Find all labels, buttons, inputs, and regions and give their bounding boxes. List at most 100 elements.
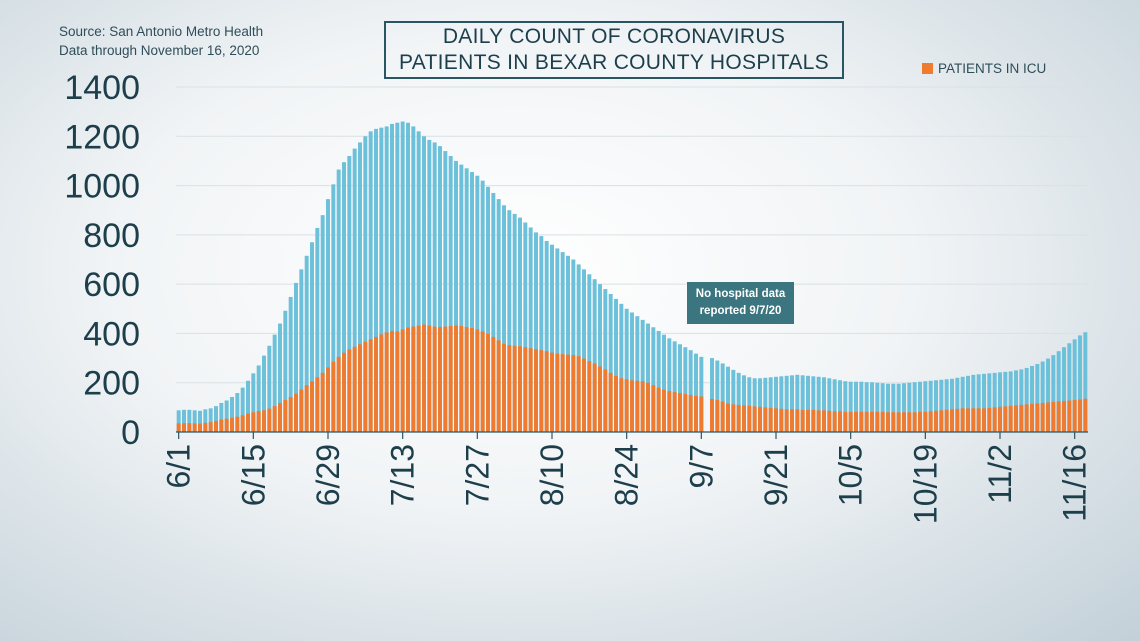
bar-icu (208, 422, 213, 432)
bar-total (587, 274, 592, 432)
bar-total (315, 227, 320, 432)
bar-total (614, 298, 618, 432)
bar-icu (1056, 401, 1061, 432)
x-tick-label: 7/13 (385, 444, 421, 506)
bar-total (304, 255, 309, 432)
bar-icu (336, 356, 341, 432)
bar-total (219, 402, 224, 432)
bar-icu (742, 405, 746, 432)
bar-icu (315, 377, 320, 432)
chart-title: DAILY COUNT OF CORONAVIRUS PATIENTS IN B… (384, 21, 844, 79)
bar-icu (630, 380, 634, 432)
bar-icu (694, 396, 698, 432)
bar-total (251, 373, 256, 432)
bar-total (640, 319, 645, 433)
bar-total (662, 334, 666, 432)
bar-total (966, 375, 970, 432)
source-note: Source: San Antonio Metro Health Data th… (59, 22, 263, 60)
bar-total (955, 377, 960, 432)
bar-total (603, 289, 608, 432)
bar-total (230, 397, 234, 432)
bar-icu (278, 402, 282, 432)
y-tick-label: 1400 (64, 69, 140, 107)
bar-icu (491, 336, 496, 432)
bar-icu (1014, 405, 1018, 432)
bar-icu (342, 352, 346, 432)
y-tick-label: 0 (121, 414, 140, 452)
bar-total (576, 264, 581, 432)
bar-icu (219, 419, 224, 432)
bar-total (534, 232, 538, 432)
bar-total (491, 192, 496, 432)
bar-total (294, 282, 298, 432)
bar-total (678, 344, 682, 432)
bar-total (694, 353, 698, 432)
bar-icu (555, 353, 560, 432)
bar-icu (672, 392, 677, 432)
bar-icu (464, 327, 469, 432)
bar-icu (539, 350, 544, 432)
bar-total (795, 374, 800, 432)
bar-icu (944, 409, 949, 432)
bar-icu (438, 327, 442, 432)
bar-icu (246, 413, 250, 432)
bar-icu (790, 409, 794, 432)
bar-total (950, 378, 954, 432)
bar-icu (608, 372, 613, 432)
bar-icu (176, 423, 181, 433)
bar-total (342, 162, 346, 432)
bar-icu (859, 411, 864, 432)
bar-icu (710, 398, 714, 432)
bar-icu (640, 381, 645, 432)
bar-total (976, 374, 981, 432)
bar-total (875, 382, 880, 432)
bar-total (864, 382, 869, 432)
bar-total (624, 308, 629, 432)
bar-icu (1072, 399, 1077, 432)
bar-total (923, 381, 928, 432)
x-tick-label: 9/21 (758, 444, 794, 506)
bar-total (1051, 355, 1056, 432)
bar-icu (523, 347, 528, 432)
bar-total (859, 381, 864, 432)
annotation-line-1: No hospital data (695, 288, 786, 300)
bar-total (827, 378, 832, 432)
bar-icu (304, 385, 309, 432)
bar-total (688, 350, 693, 432)
y-tick-label: 1200 (64, 118, 140, 156)
bar-icu (470, 328, 474, 432)
bar-icu (1046, 402, 1050, 432)
bar-total (544, 241, 549, 432)
bar-icu (1035, 403, 1040, 432)
bar-icu (384, 332, 389, 432)
bar-total (555, 248, 560, 432)
bar-icu (816, 410, 821, 432)
y-tick-label: 1000 (64, 168, 140, 206)
bar-icu (1067, 400, 1072, 432)
bar-icu (955, 408, 960, 432)
bar-icu (614, 375, 618, 432)
bar-icu (454, 325, 458, 432)
x-tick-label: 6/29 (310, 444, 346, 506)
bar-icu (192, 423, 197, 433)
bar-icu (811, 409, 816, 432)
legend: PATIENTS IN ICU (922, 61, 1046, 76)
bar-icu (656, 387, 661, 432)
bar-total (822, 377, 826, 432)
bar-icu (496, 340, 501, 432)
bar-icu (235, 416, 240, 432)
bar-icu (182, 423, 186, 432)
bar-icu (582, 358, 586, 432)
bar-total (363, 136, 368, 433)
bar-icu (854, 411, 858, 432)
bar-icu (443, 326, 448, 432)
bar-icu (256, 411, 261, 432)
bar-icu (550, 352, 554, 432)
bar-total (763, 377, 768, 432)
bar-icu (923, 411, 928, 432)
bar-icu (379, 334, 384, 432)
bar-total (214, 406, 218, 433)
bar-icu (992, 407, 997, 432)
bar-icu (406, 327, 410, 432)
bar-icu (320, 372, 325, 432)
